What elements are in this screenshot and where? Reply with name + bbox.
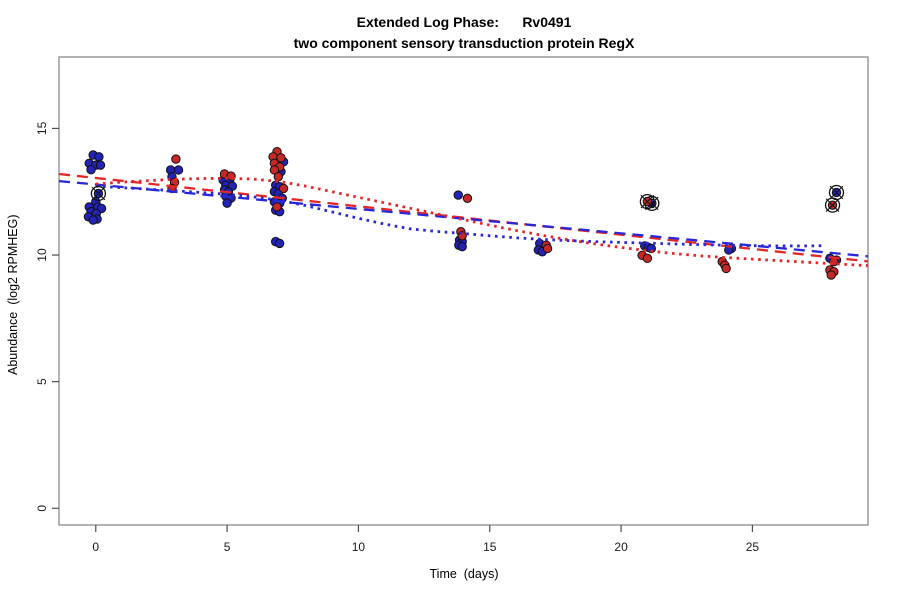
flag-circle-mark bbox=[639, 193, 656, 210]
x-tick-label: 10 bbox=[352, 540, 366, 554]
data-point-blue bbox=[274, 238, 285, 249]
data-point-red bbox=[721, 263, 731, 274]
chart-subtitle: two component sensory transduction prote… bbox=[293, 35, 635, 51]
x-axis: 0 5 10 15 20 25 bbox=[92, 525, 759, 554]
data-point-red bbox=[272, 202, 282, 212]
x-tick-label: 20 bbox=[614, 540, 628, 554]
x-tick-label: 15 bbox=[483, 540, 497, 554]
data-point-red bbox=[542, 243, 553, 254]
data-point-red bbox=[826, 270, 836, 280]
x-tick-label: 5 bbox=[224, 540, 231, 554]
data-point-blue bbox=[646, 243, 657, 254]
flag-circle-mark bbox=[824, 197, 841, 213]
chart-title-block: Extended Log Phase: Rv0491 two component… bbox=[14, 12, 900, 54]
series-red bbox=[167, 147, 839, 280]
trend-line-blue-dashed-trend bbox=[58, 179, 869, 258]
flag-circle-mark bbox=[90, 185, 107, 202]
trend-line-blue-dotted-smooth bbox=[95, 184, 826, 248]
data-point-blue bbox=[94, 152, 104, 162]
y-tick-label: 0 bbox=[35, 505, 49, 512]
flag-cross-mark bbox=[829, 185, 844, 200]
data-point-blue bbox=[86, 164, 96, 175]
series-red-circled bbox=[639, 193, 841, 213]
data-point-red bbox=[278, 183, 289, 194]
x-axis-label: Time (days) bbox=[429, 567, 499, 581]
x-tick-label: 0 bbox=[92, 540, 99, 554]
data-point-red bbox=[276, 153, 286, 163]
y-axis-label: Abundance (log2 RPMHEG) bbox=[6, 214, 20, 376]
series-blue bbox=[83, 150, 842, 265]
x-tick-label: 25 bbox=[746, 540, 760, 554]
data-point-red bbox=[462, 193, 473, 204]
data-point-red bbox=[269, 165, 280, 175]
y-tick-label: 5 bbox=[35, 378, 49, 385]
flag-cross-mark bbox=[640, 194, 655, 209]
y-tick-label: 10 bbox=[35, 248, 49, 262]
y-axis: 0 5 10 15 bbox=[35, 121, 59, 512]
data-point-blue bbox=[95, 160, 106, 170]
flag-cross-mark bbox=[825, 198, 840, 212]
data-point-blue bbox=[453, 190, 463, 200]
plot-frame bbox=[58, 56, 869, 526]
chart-title: Extended Log Phase: Rv0491 bbox=[356, 14, 572, 30]
y-tick-label: 15 bbox=[35, 121, 49, 135]
data-point-blue bbox=[88, 215, 98, 225]
trend-line-red-dotted-smooth bbox=[95, 176, 869, 268]
data-point-red bbox=[273, 172, 284, 182]
data-point-blue bbox=[222, 198, 232, 208]
data-point-blue bbox=[457, 241, 467, 252]
flag-cross-mark bbox=[645, 196, 659, 211]
flag-cross-mark bbox=[91, 186, 106, 201]
data-point-red bbox=[642, 253, 653, 264]
data-point-red bbox=[171, 154, 181, 164]
data-point-blue bbox=[173, 165, 184, 175]
